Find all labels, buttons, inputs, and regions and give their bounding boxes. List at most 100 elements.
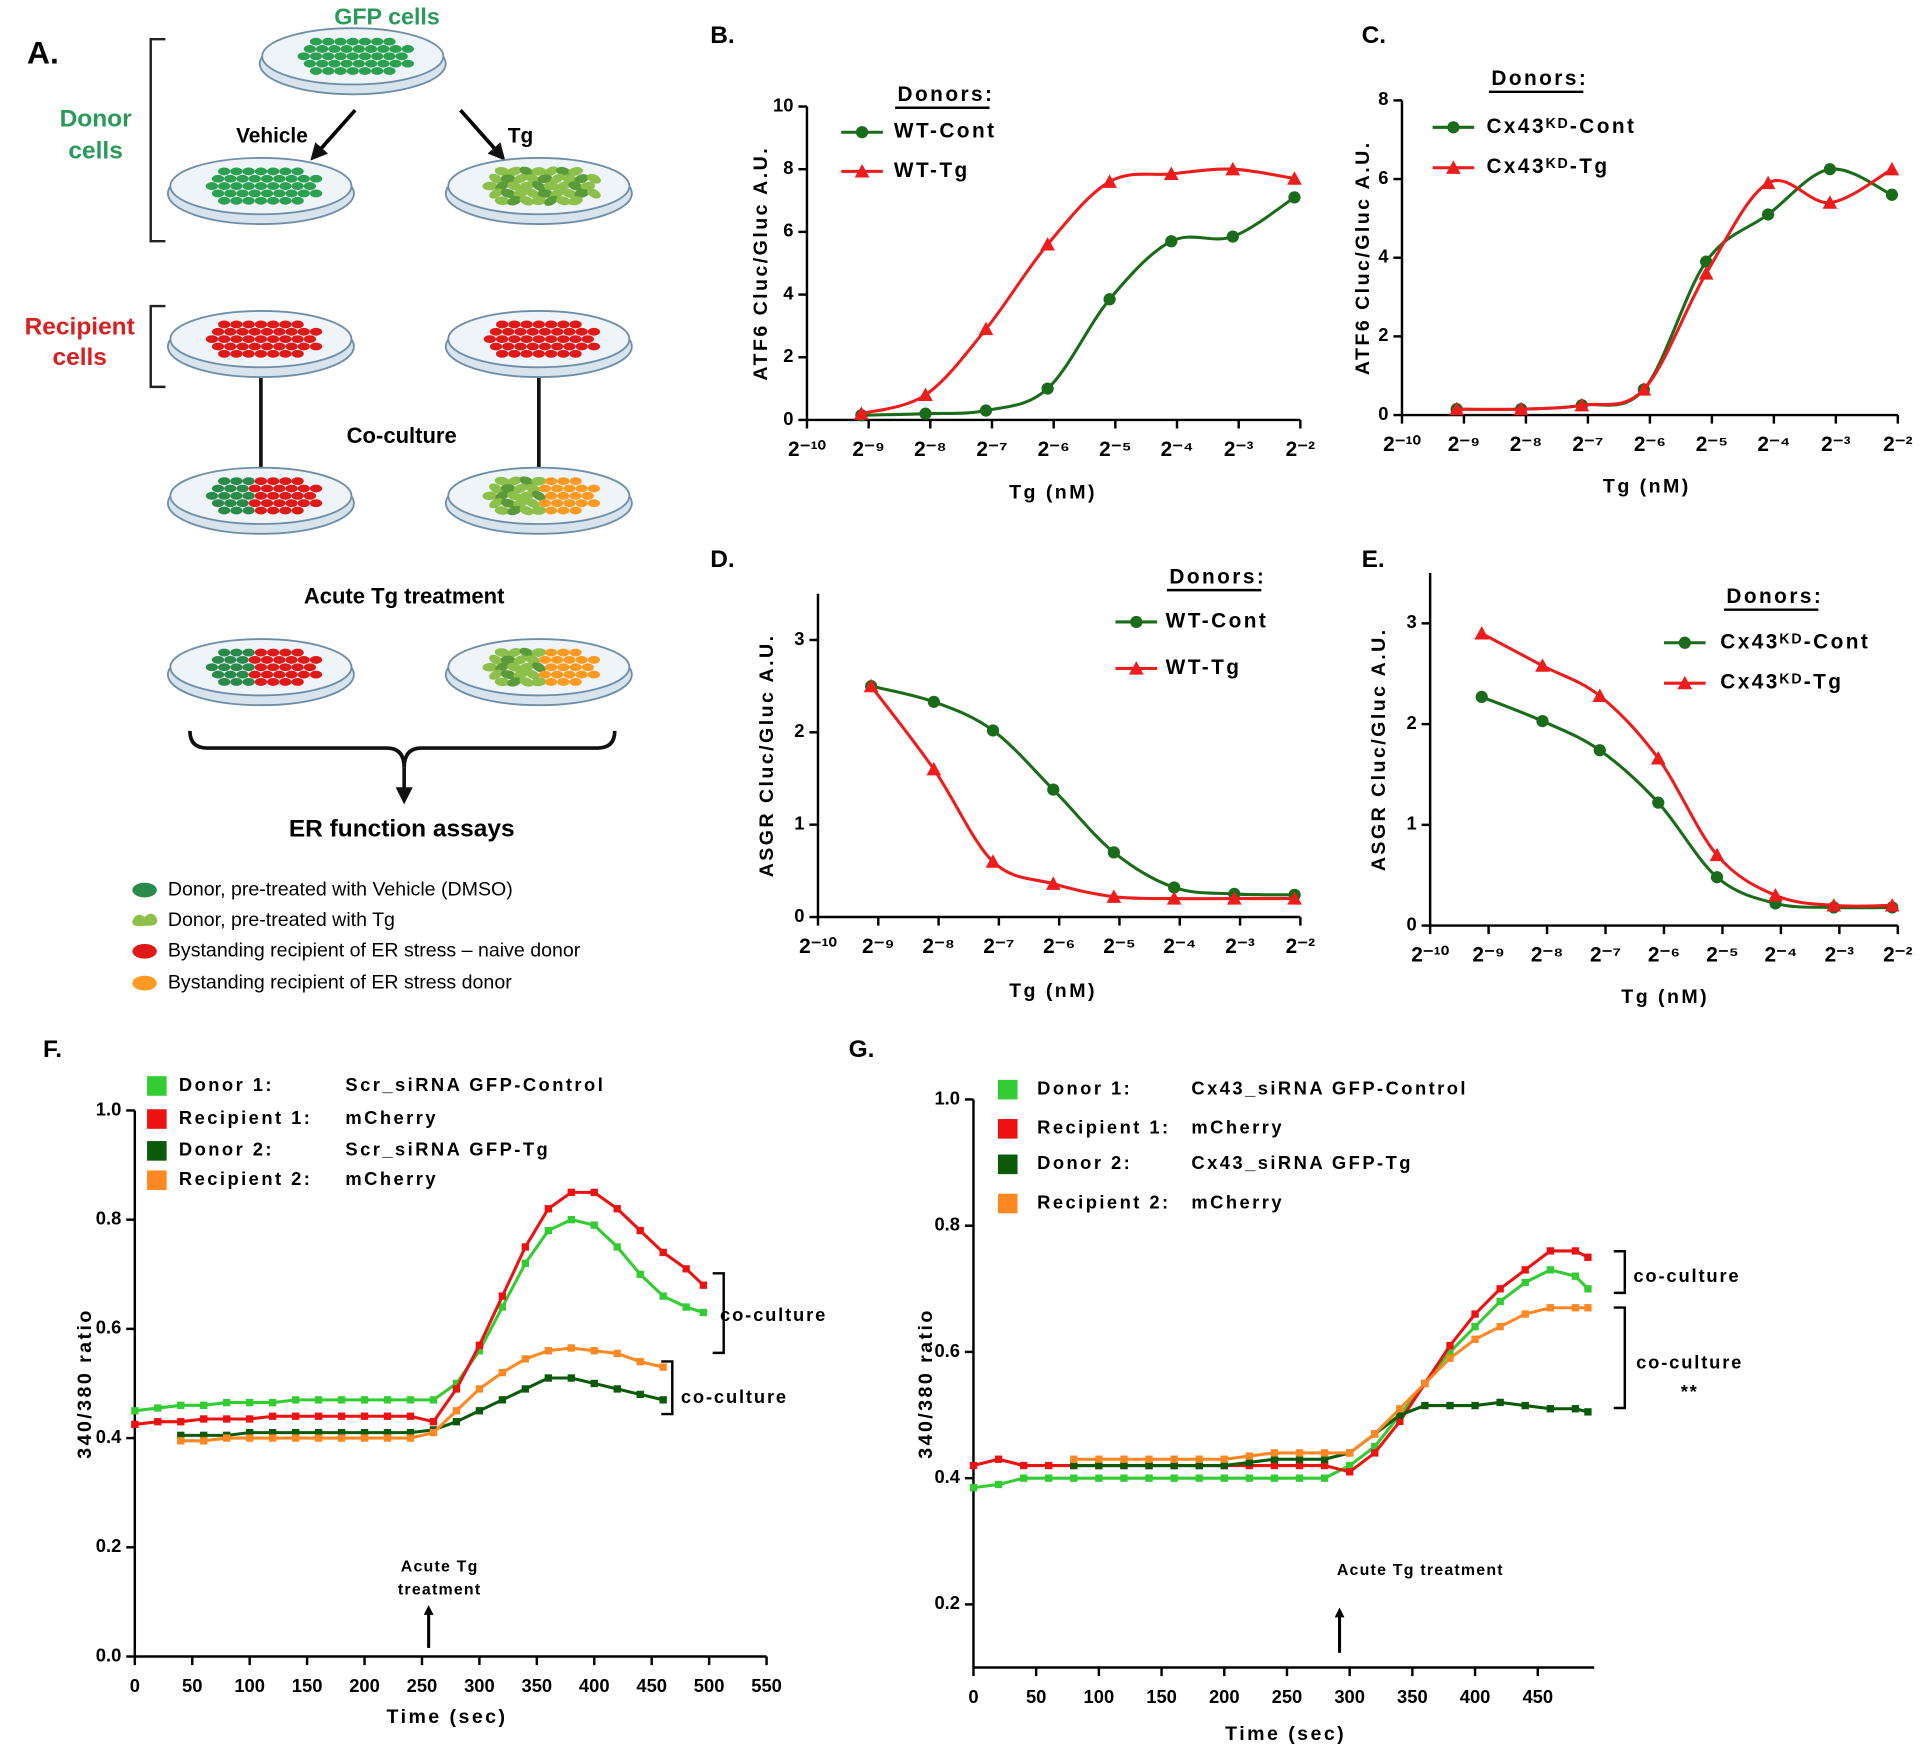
point xyxy=(1225,161,1241,176)
cell xyxy=(569,678,582,686)
point xyxy=(154,1404,162,1412)
cell xyxy=(205,182,219,191)
cell xyxy=(482,491,498,501)
cell xyxy=(211,189,225,198)
cell xyxy=(285,327,298,336)
cell xyxy=(236,189,249,198)
cell xyxy=(569,491,582,500)
cell xyxy=(575,499,588,508)
cell xyxy=(532,181,546,192)
point xyxy=(1145,1474,1153,1482)
point xyxy=(1768,888,1783,902)
cell xyxy=(248,484,261,493)
cell xyxy=(395,52,408,61)
y-tick-label: 2 xyxy=(1406,712,1416,733)
y-tick-label: 0 xyxy=(794,905,804,926)
legend-marker xyxy=(997,1079,1018,1100)
point xyxy=(1165,235,1178,248)
cell xyxy=(334,52,347,61)
cell xyxy=(508,320,521,329)
cell xyxy=(494,196,510,206)
cell xyxy=(500,189,516,198)
point xyxy=(1884,898,1900,912)
arrow xyxy=(310,108,357,161)
cell xyxy=(532,349,545,358)
cell xyxy=(489,498,503,509)
cell xyxy=(526,342,539,351)
x-tick-label: 2⁻⁷ xyxy=(1572,433,1603,456)
x-tick-label: 250 xyxy=(1272,1686,1303,1707)
cell xyxy=(230,477,243,486)
cell xyxy=(211,484,225,493)
cell xyxy=(224,327,237,336)
x-tick-label: 2⁻⁹ xyxy=(852,438,884,461)
point xyxy=(406,1428,415,1437)
point xyxy=(452,1407,461,1415)
cell xyxy=(551,342,564,351)
cell xyxy=(544,477,558,486)
legend-label: Bystanding recipient of ER stress – naiv… xyxy=(168,939,581,961)
cell xyxy=(273,484,286,493)
y-tick-label: 2 xyxy=(794,720,804,741)
cell xyxy=(248,655,261,664)
cell xyxy=(279,477,292,486)
cell xyxy=(236,484,249,493)
point xyxy=(1045,1461,1053,1470)
point xyxy=(1320,1461,1329,1470)
point xyxy=(268,1434,277,1442)
donor-label: Donor xyxy=(60,105,133,132)
legend-label: Cx43ᴷᴰ-Cont xyxy=(1486,115,1636,138)
y-axis-title: ASGR Cluc/Gluc A.U. xyxy=(1368,627,1390,871)
y-tick-label: 2 xyxy=(1378,324,1388,345)
point xyxy=(245,1434,254,1442)
point xyxy=(360,1396,369,1404)
point xyxy=(1320,1474,1329,1482)
annotation: co-culture xyxy=(1633,1265,1740,1286)
point xyxy=(682,1265,690,1273)
donor-label: cells xyxy=(68,137,122,164)
cell xyxy=(587,655,601,664)
point xyxy=(1546,1405,1554,1413)
cell xyxy=(267,477,280,486)
cell xyxy=(495,335,509,344)
panel-label: B. xyxy=(710,22,734,49)
point xyxy=(498,1292,507,1300)
cell xyxy=(334,67,347,75)
cell xyxy=(254,506,268,515)
cell xyxy=(230,678,243,686)
point xyxy=(1371,1442,1379,1451)
annotation: co-culture xyxy=(1636,1352,1743,1373)
cell xyxy=(224,655,237,664)
x-axis-title: Tg (nM) xyxy=(1621,986,1709,1008)
x-tick-label: 2⁻⁷ xyxy=(983,935,1014,958)
cell xyxy=(267,320,280,329)
cell xyxy=(279,196,292,205)
bracket xyxy=(1613,1306,1627,1410)
point xyxy=(1471,1401,1479,1410)
point xyxy=(1709,847,1725,862)
cell xyxy=(574,189,589,198)
x-tick-label: 400 xyxy=(1460,1686,1491,1707)
fit-curve xyxy=(860,167,1295,416)
legend-marker xyxy=(132,975,157,991)
cell xyxy=(513,483,528,494)
cell xyxy=(267,167,280,176)
cell xyxy=(230,320,243,329)
cell xyxy=(267,678,280,686)
y-tick-label: 6 xyxy=(783,220,793,241)
point xyxy=(475,1385,484,1393)
cell xyxy=(352,45,365,53)
point xyxy=(1070,1474,1078,1482)
cell xyxy=(544,166,558,177)
cell xyxy=(502,327,515,336)
recipient-label: cells xyxy=(53,344,107,371)
cell xyxy=(538,342,552,351)
cell xyxy=(267,196,280,205)
x-tick-label: 100 xyxy=(234,1675,265,1696)
cell xyxy=(544,491,558,500)
legend-marker xyxy=(132,882,157,898)
y-tick-label: 8 xyxy=(1378,88,1388,109)
legend-marker xyxy=(1447,121,1460,134)
fit-curve xyxy=(1481,695,1893,910)
cell xyxy=(328,59,341,68)
